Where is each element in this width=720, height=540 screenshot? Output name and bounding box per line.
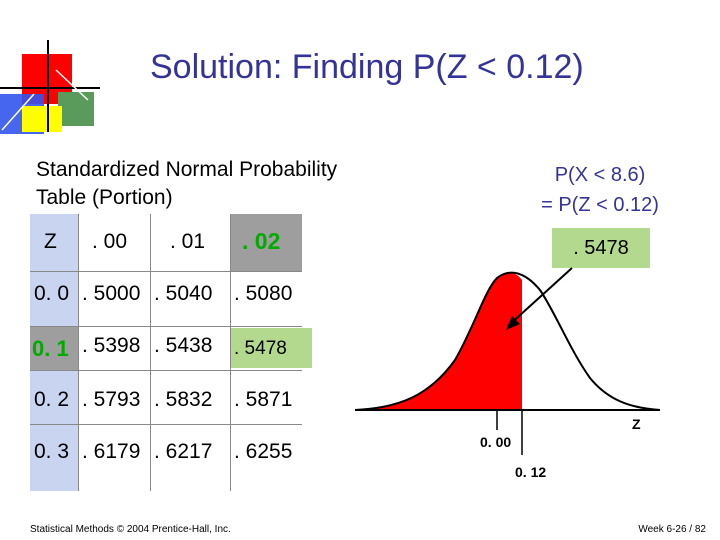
- z-column-bg: [30, 271, 78, 491]
- row3-c0: . 6179: [82, 440, 141, 463]
- shaded-area: [355, 272, 522, 410]
- presentation-logo: [0, 40, 100, 134]
- row2-c0: . 5793: [82, 388, 141, 411]
- table-caption-line2: Table (Portion): [36, 186, 173, 209]
- z-value-label: 0. 12: [515, 464, 547, 480]
- z-header-bg: [30, 214, 78, 271]
- row1-c0: . 5398: [82, 334, 141, 357]
- row1-c2: . 5478: [234, 338, 287, 359]
- header-bg: [78, 214, 230, 271]
- header-01: . 01: [170, 230, 206, 253]
- callout-arrow: [507, 267, 573, 327]
- footer-copyright: Statistical Methods © 2004 Prentice-Hall…: [30, 524, 231, 535]
- row1-z: 0. 1: [32, 336, 69, 361]
- row0-c0: . 5000: [82, 282, 141, 305]
- arrow-head: [506, 316, 520, 330]
- table-caption-line1: Standardized Normal Probability: [36, 158, 338, 181]
- footer-page-number: Week 6-26 / 82: [638, 524, 706, 535]
- table-caption: Standardized Normal Probability Table (P…: [36, 156, 337, 212]
- row2-z: 0. 2: [34, 388, 70, 411]
- header-z: Z: [44, 230, 57, 253]
- callout-line2: = P(Z < 0.12): [541, 194, 659, 216]
- axis-label-z: Z: [632, 416, 641, 432]
- header-02: . 02: [242, 228, 281, 254]
- result-box: [552, 228, 650, 268]
- normal-curve: [354, 271, 661, 411]
- slide-title: Solution: Finding P(Z < 0.12): [150, 48, 584, 86]
- row0-z: 0. 0: [34, 282, 70, 305]
- row1-c1: . 5438: [154, 334, 213, 357]
- header-00: . 00: [92, 230, 128, 253]
- row3-c2: . 6255: [234, 440, 293, 463]
- highlight-row-label-bg: [30, 326, 78, 370]
- row0-c2: . 5080: [234, 282, 293, 305]
- probability-callout: P(X < 8.6) = P(Z < 0.12): [510, 160, 690, 220]
- highlight-cell-bg: [230, 328, 312, 368]
- row2-c1: . 5832: [154, 388, 213, 411]
- row0-c1: . 5040: [154, 282, 213, 305]
- row2-c2: . 5871: [234, 388, 293, 411]
- result-value: . 5478: [573, 237, 629, 259]
- row3-z: 0. 3: [34, 440, 70, 463]
- mean-label: 0. 00: [480, 434, 512, 450]
- highlight-column-header-bg: [230, 214, 302, 271]
- row3-c1: . 6217: [154, 440, 213, 463]
- callout-line1: P(X < 8.6): [554, 164, 646, 186]
